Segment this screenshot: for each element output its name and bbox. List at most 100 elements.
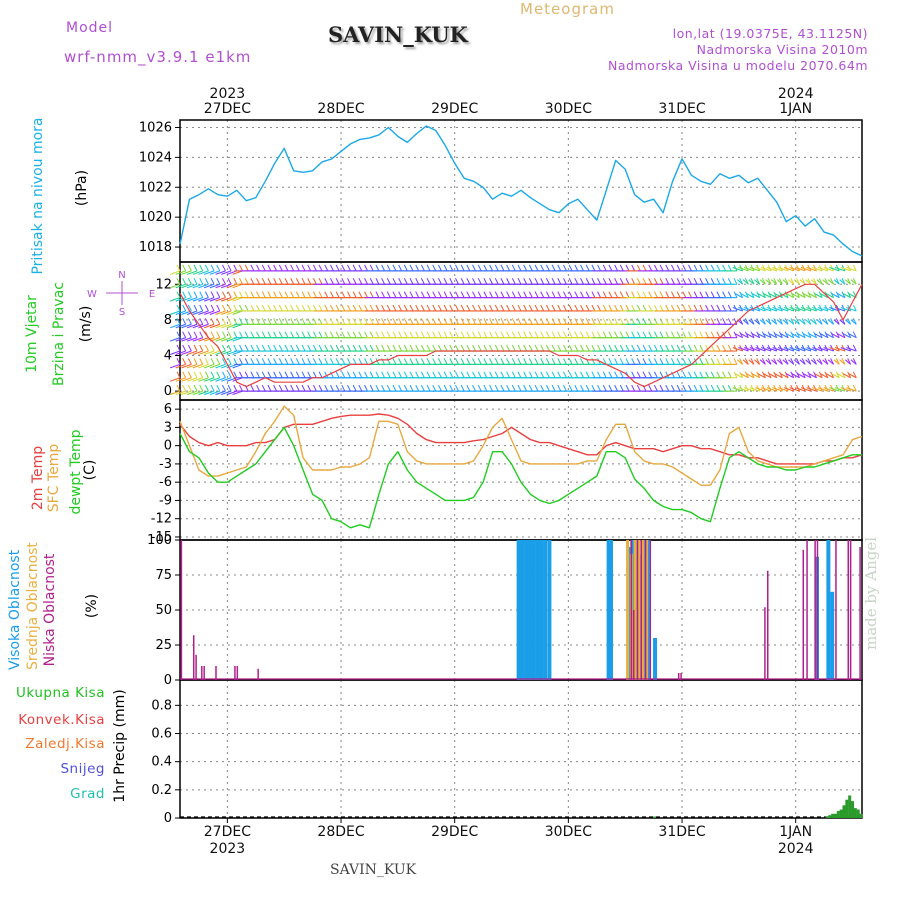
wind-barb-feather xyxy=(653,264,658,272)
wind-barb-feather xyxy=(318,384,323,392)
wind-barb-feather xyxy=(716,318,721,325)
wind-barb-feather xyxy=(847,371,852,378)
wind-barb-feather xyxy=(580,344,584,352)
wind-barb-feather xyxy=(409,291,414,298)
wind-barb-feather xyxy=(642,358,647,365)
wind-barb-feather xyxy=(545,318,550,325)
wind-barb-feather xyxy=(267,384,272,392)
wind-barb xyxy=(842,293,851,299)
wind-barb xyxy=(819,333,829,339)
wind-barb-feather xyxy=(318,304,323,312)
wind-barb xyxy=(834,266,846,272)
wind-barb-feather xyxy=(722,344,727,352)
wind-barb-feather xyxy=(671,304,675,312)
legend-conv-rain: Konvek.Kisa xyxy=(18,712,105,728)
wind-barb-feather xyxy=(659,371,664,378)
wind-barb xyxy=(802,373,812,379)
wind-barb-feather xyxy=(250,344,255,352)
wind-barb-feather xyxy=(699,278,704,285)
wind-barb-feather xyxy=(813,318,817,325)
wind-barb-feather xyxy=(813,358,817,365)
wind-barb-feather xyxy=(551,344,556,352)
wind-barb-feather xyxy=(671,264,675,272)
wind-barb-feather xyxy=(722,384,727,392)
wind-barb-feather xyxy=(494,358,499,365)
wind-barb-feather xyxy=(273,264,278,272)
wind-barb xyxy=(232,363,243,369)
wind-barb-feather xyxy=(705,331,709,338)
wind-barb-feather xyxy=(369,384,374,392)
wind-barb-feather xyxy=(420,384,425,392)
wind-barb-feather xyxy=(295,344,300,352)
wind-barb-feather xyxy=(335,291,340,298)
wind-barb-feather xyxy=(676,304,681,312)
precip-total-bar xyxy=(853,808,857,818)
wind-barb-feather xyxy=(398,371,403,378)
wind-barb-feather xyxy=(761,278,766,285)
y-tick-label: 0.6 xyxy=(151,727,172,742)
wind-barb-feather xyxy=(420,304,425,312)
wind-barb xyxy=(186,337,198,342)
wind-barb-feather xyxy=(426,264,431,272)
wind-barb-feather xyxy=(267,264,272,272)
wind-barb-feather xyxy=(477,264,482,272)
model-label: Model xyxy=(66,20,114,36)
wind-barb-feather xyxy=(284,358,289,365)
wind-barb-feather xyxy=(699,304,704,312)
wind-barb-feather xyxy=(233,371,238,378)
wind-barb-feather xyxy=(307,264,312,272)
wind-barb-feather xyxy=(324,371,329,378)
wind-barb-feather xyxy=(193,304,198,312)
wind-barb-feather xyxy=(744,291,749,298)
cloud-mid-bar xyxy=(633,540,637,680)
wind-barb-feather xyxy=(699,384,704,392)
cloud-high-bar xyxy=(531,540,536,680)
wind-barb xyxy=(204,377,215,382)
wind-barb-feather xyxy=(483,264,488,272)
wind-barb-feather xyxy=(744,318,749,325)
wind-barb xyxy=(181,270,192,275)
wind-barb-feather xyxy=(676,264,681,272)
wind-barb-feather xyxy=(790,371,795,378)
wind-barb-feather xyxy=(193,371,198,378)
wind-barb xyxy=(743,306,755,312)
wind-barb-feather xyxy=(369,331,374,338)
wind-barb-feather xyxy=(341,304,346,312)
wind-barb-feather xyxy=(398,304,403,312)
wind-barb-feather xyxy=(460,331,465,338)
wind-barb xyxy=(829,266,840,272)
wind-barb-feather xyxy=(381,278,386,285)
wind-barb-feather xyxy=(642,291,647,298)
wind-barb-feather xyxy=(824,331,829,338)
wind-barb-feather xyxy=(608,331,613,338)
wind-barb-feather xyxy=(335,384,340,392)
wind-barb xyxy=(215,283,226,289)
wind-barb-feather xyxy=(381,358,386,365)
compass-e-label: E xyxy=(149,289,155,300)
wind-barb-feather xyxy=(239,344,243,352)
wind-barb-feather xyxy=(500,291,505,298)
wind-barb xyxy=(232,337,243,342)
wind-barb xyxy=(785,373,795,379)
wind-barb xyxy=(192,350,203,356)
wind-barb-feather xyxy=(545,358,550,365)
precip-total-bar xyxy=(851,801,855,818)
wind-barb-feather xyxy=(267,291,272,298)
wind-barb xyxy=(732,387,743,392)
wind-barb-feather xyxy=(852,331,857,338)
wind-barb-feather xyxy=(312,384,317,392)
wind-barb-feather xyxy=(437,291,442,298)
wind-barb xyxy=(198,283,209,289)
wind-barb-feather xyxy=(455,384,459,392)
wind-barb xyxy=(840,347,851,352)
wind-barb-feather xyxy=(659,278,664,285)
wind-barb-feather xyxy=(250,371,255,378)
wind-barb-feather xyxy=(386,344,391,352)
wind-barb xyxy=(169,310,181,315)
wind-barb xyxy=(221,390,232,396)
wind-barb-feather xyxy=(312,318,317,325)
y-tick-label: -9 xyxy=(159,493,172,508)
wind-barb-feather xyxy=(364,331,368,338)
wind-barb xyxy=(755,306,766,312)
wind-barb-feather xyxy=(523,278,528,285)
